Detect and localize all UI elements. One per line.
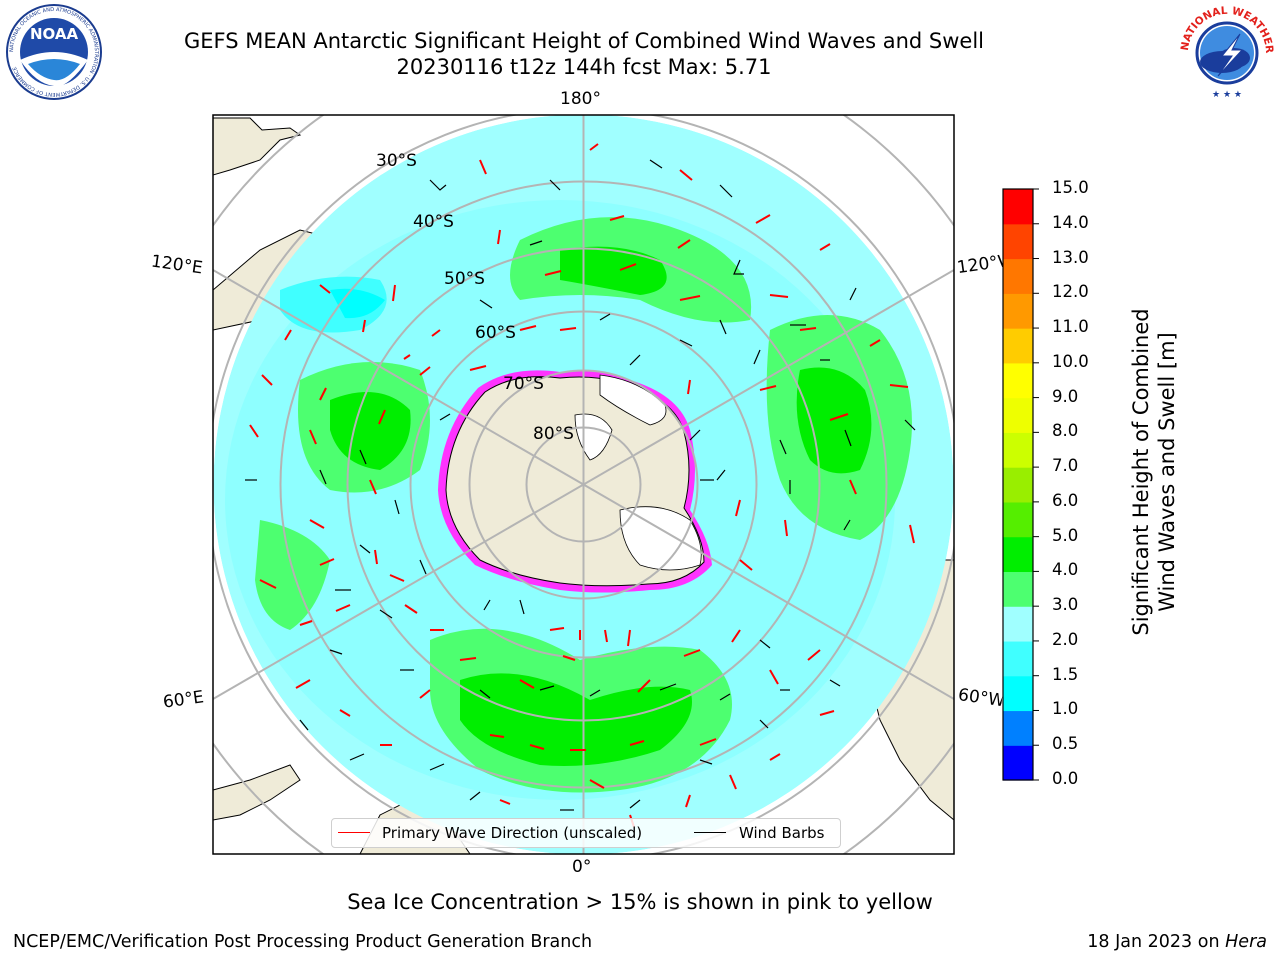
colorbar-tick-label: 0.5 <box>1052 734 1079 754</box>
footer-branch: NCEP/EMC/Verification Post Processing Pr… <box>13 932 593 952</box>
footer-date: 18 Jan 2023 on Hera <box>1087 932 1267 952</box>
colorbar-segment <box>1003 432 1033 468</box>
lat-label-50s: 50°S <box>444 269 485 289</box>
sea-ice-caption: Sea Ice Concentration > 15% is shown in … <box>347 890 933 914</box>
colorbar-tick-label: 14.0 <box>1052 212 1089 232</box>
map-frame <box>212 114 955 855</box>
lat-label-80s: 80°S <box>533 424 574 444</box>
colorbar-segment <box>1003 189 1033 225</box>
colorbar-segment <box>1003 328 1033 364</box>
colorbar-segment <box>1003 675 1033 712</box>
vector-field <box>245 143 916 828</box>
lat-label-30s: 30°S <box>376 151 417 171</box>
svg-text:★ ★ ★: ★ ★ ★ <box>1212 90 1242 100</box>
colorbar-tick-label: 1.5 <box>1052 664 1079 684</box>
colorbar-segment <box>1003 571 1033 607</box>
colorbar-tick-label: 0.0 <box>1052 769 1079 788</box>
colorbar-segment <box>1003 362 1033 399</box>
antarctica <box>438 370 712 593</box>
lon-label-0: 0° <box>572 857 592 877</box>
lon-label-180: 180° <box>560 89 601 109</box>
colorbar-tick-label: 13.0 <box>1052 247 1089 267</box>
colorbar <box>1002 188 1039 781</box>
colorbar-segment <box>1003 501 1033 538</box>
colorbar-segment <box>1003 710 1033 746</box>
colorbar-tick-label: 7.0 <box>1052 456 1079 476</box>
colorbar-tick-label: 2.0 <box>1052 629 1079 649</box>
colorbar-title: Significant Height of Combined Wind Wave… <box>1129 308 1179 636</box>
noaa-logo: NOAA NATIONAL OCEANIC AND ATMOSPHERIC AD… <box>6 4 102 100</box>
colorbar-segment <box>1003 536 1033 573</box>
legend-wind-barbs: Wind Barbs <box>739 824 825 842</box>
colorbar-frame <box>1002 188 1034 781</box>
footer-date-text: 18 Jan 2023 on <box>1087 932 1220 952</box>
map-subtitle: 20230116 t12z 144h fcst Max: 5.71 <box>396 55 772 79</box>
colorbar-tick-label: 1.0 <box>1052 699 1079 719</box>
colorbar-segment <box>1003 640 1033 677</box>
nws-logo: NATIONAL WEATHER SERVICE ★ ★ ★ <box>1178 4 1275 100</box>
graticule <box>213 115 954 854</box>
lat-label-40s: 40°S <box>413 212 454 232</box>
lat-label-60s: 60°S <box>475 323 516 343</box>
colorbar-segment <box>1003 223 1033 260</box>
colorbar-tick-label: 9.0 <box>1052 386 1079 406</box>
map-legend: Primary Wave Direction (unscaled) Wind B… <box>331 818 841 848</box>
colorbar-segment <box>1003 745 1033 781</box>
wave-direction-swatch <box>338 832 370 833</box>
colorbar-tick-label: 15.0 <box>1052 178 1089 197</box>
colorbar-tick-label: 6.0 <box>1052 490 1079 510</box>
footer-system: Hera <box>1225 932 1267 952</box>
colorbar-segment <box>1003 293 1033 329</box>
wind-barb-swatch <box>694 832 726 833</box>
colorbar-segment <box>1003 467 1033 503</box>
colorbar-tick-label: 12.0 <box>1052 282 1089 302</box>
svg-text:NOAA: NOAA <box>30 25 79 43</box>
lat-label-70s: 70°S <box>503 374 544 394</box>
colorbar-segment <box>1003 606 1033 642</box>
colorbar-tick-label: 10.0 <box>1052 351 1089 371</box>
colorbar-tick-label: 8.0 <box>1052 421 1079 441</box>
legend-wave-direction: Primary Wave Direction (unscaled) <box>382 824 643 842</box>
colorbar-segment <box>1003 258 1033 294</box>
colorbar-tick-label: 5.0 <box>1052 525 1079 545</box>
colorbar-tick-label: 4.0 <box>1052 560 1079 580</box>
colorbar-segment <box>1003 397 1033 433</box>
colorbar-tick-label: 11.0 <box>1052 317 1089 337</box>
map-title: GEFS MEAN Antarctic Significant Height o… <box>183 29 985 53</box>
colorbar-tick-label: 3.0 <box>1052 595 1079 615</box>
